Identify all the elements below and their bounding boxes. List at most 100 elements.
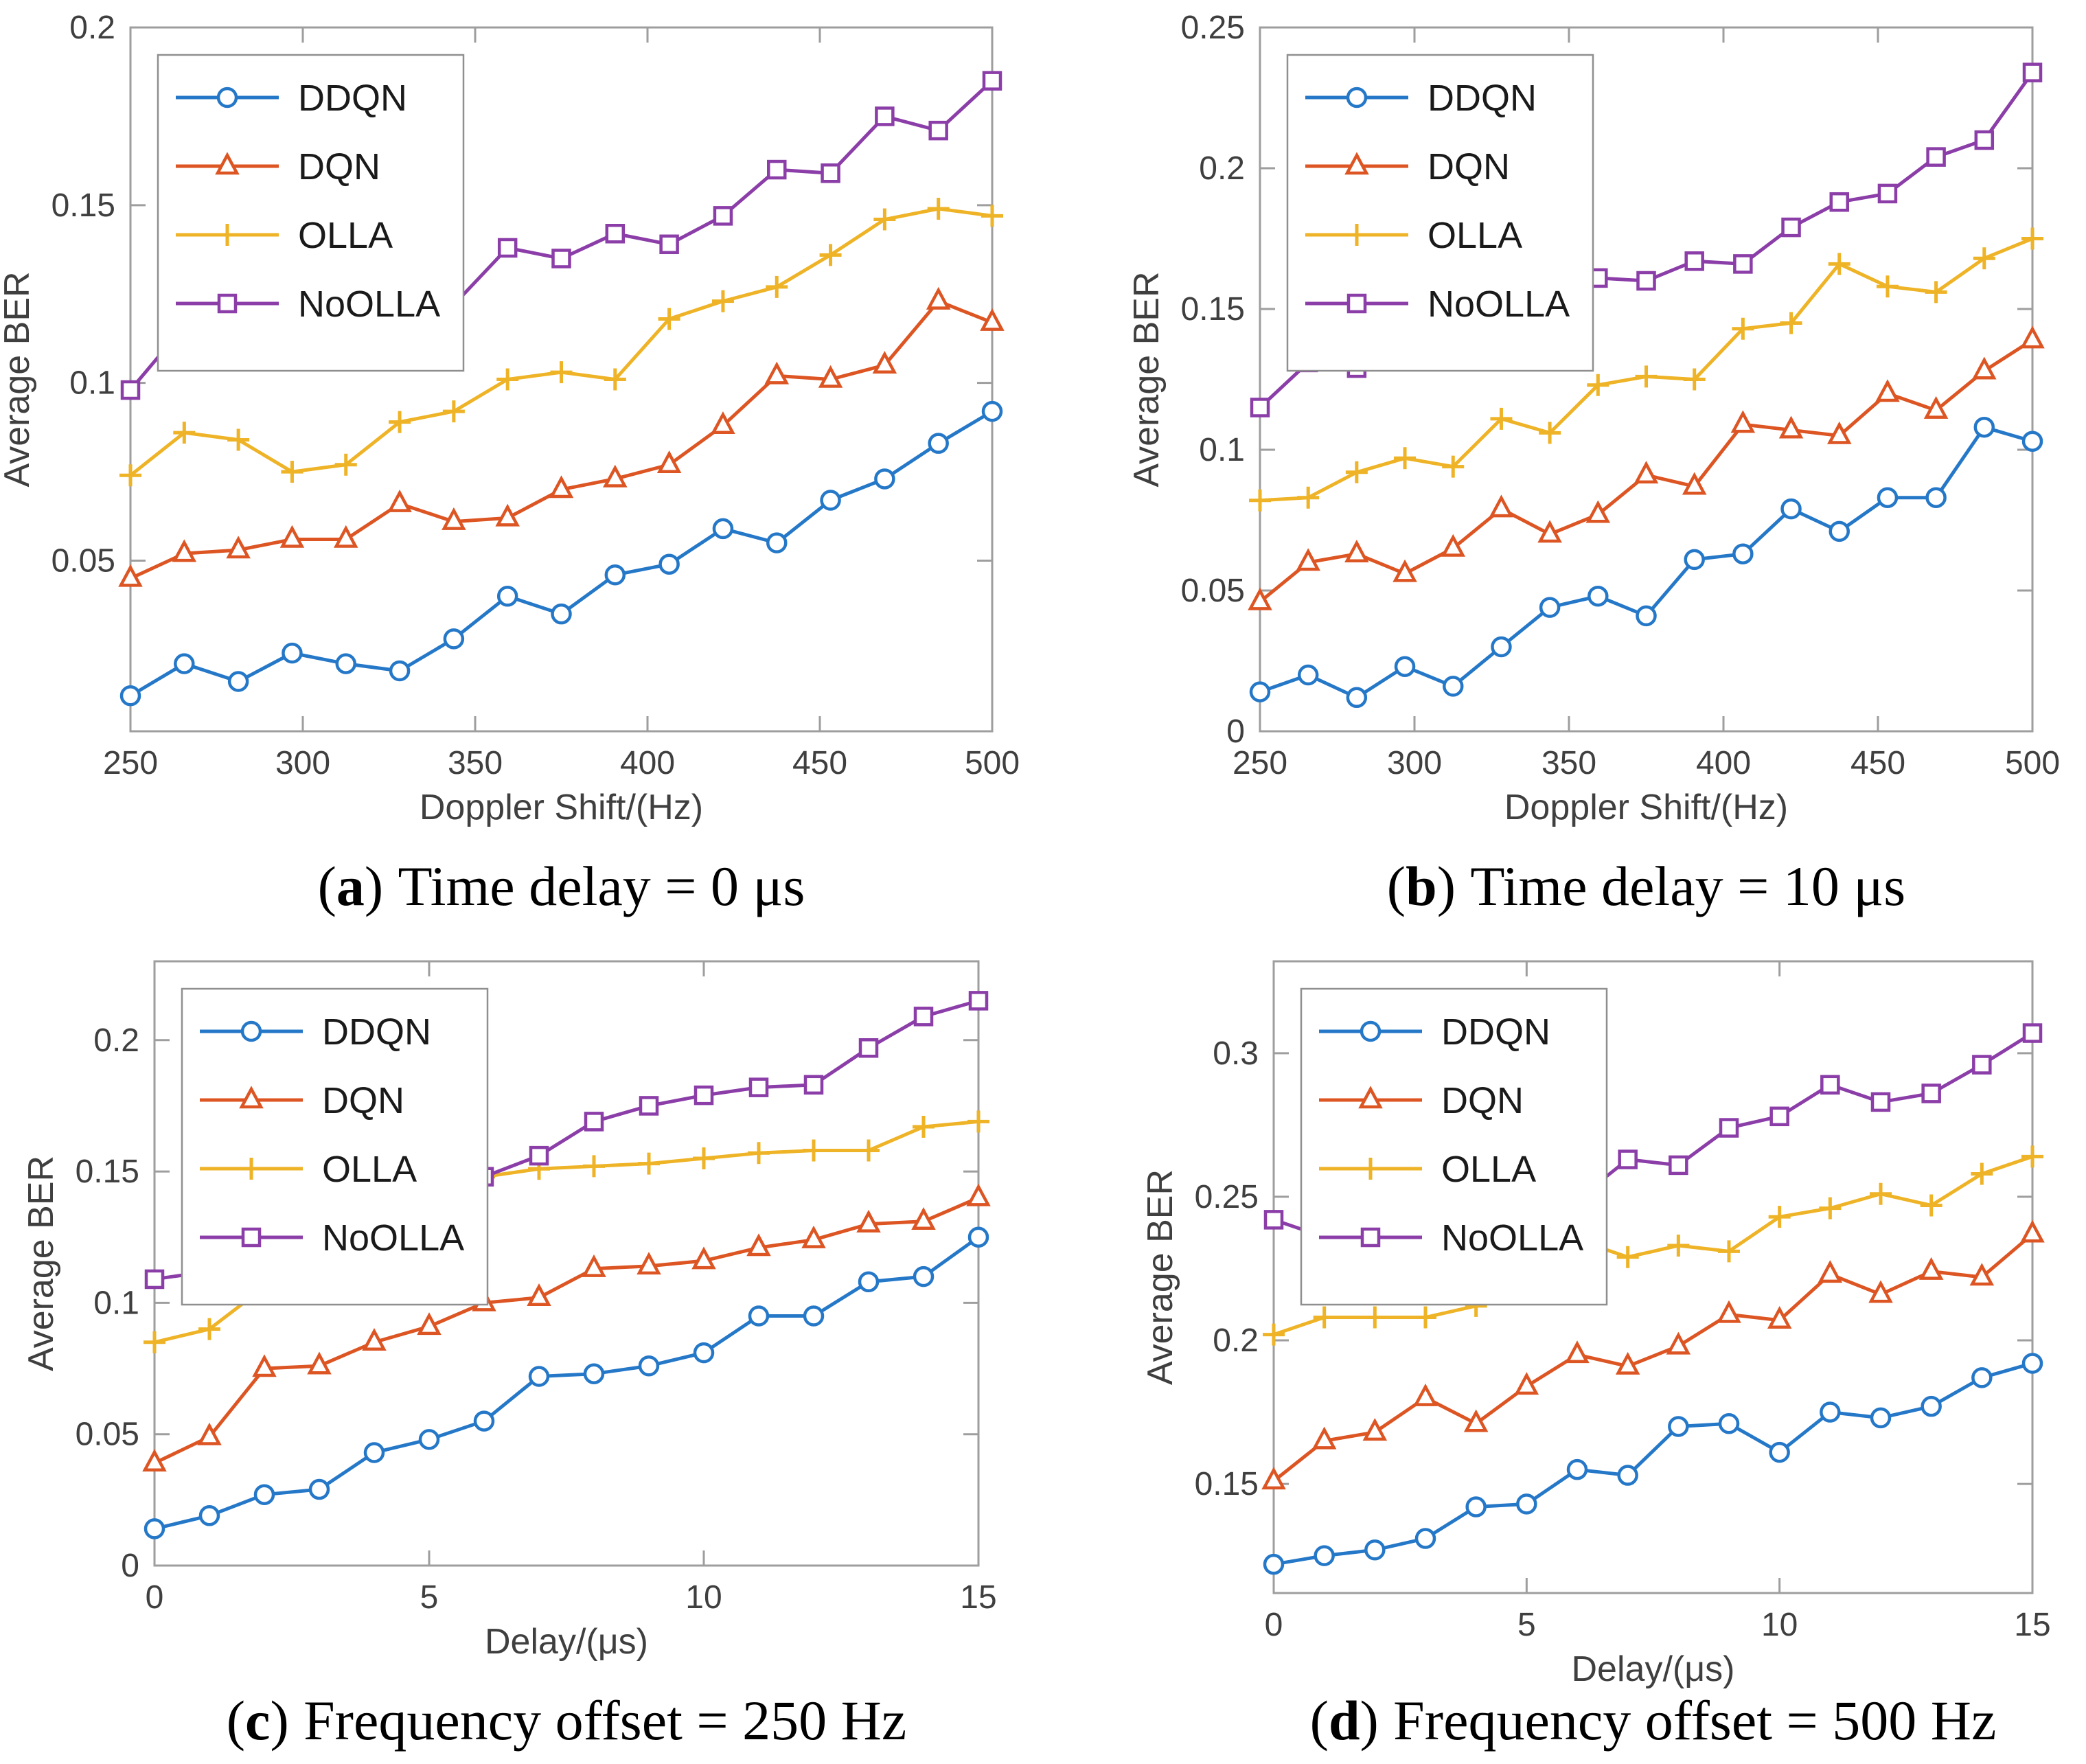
chart-c: 0 5 10 15 0 0.05 0.1 0.15 0.2 Delay/(μs) Average B… [21,960,997,1662]
series-ddqn [1263,1353,2043,1575]
x-tick-label: 400 [620,745,675,781]
x-tick-label: 15 [2014,1607,2050,1643]
series-dqn [1261,1219,2045,1490]
axes-b: 250 300 350 400 450 500 0 0.05 0.1 0.15 0.2 0.25 [1181,10,2060,781]
legend-label-noolla: NoOLLA [1441,1217,1583,1259]
caption-a-text: Time delay = 0 μs [398,855,805,917]
x-tick-label: 0 [146,1579,164,1616]
y-tick-label: 0.3 [1213,1035,1259,1072]
y-tick-label: 0.05 [76,1417,139,1453]
chart-d: 0 5 10 15 0.15 0.2 0.25 0.3 Delay/(μs) Average BE… [1141,960,2051,1689]
caption-c: (c) Frequency offset = 250 Hz [154,1686,978,1756]
caption-d-text: Frequency offset = 500 Hz [1393,1689,1997,1752]
caption-c-text: Frequency offset = 250 Hz [303,1689,907,1752]
x-tick-label: 5 [1517,1607,1536,1643]
x-axis-label: Doppler Shift/(Hz) [420,788,703,827]
x-tick-label: 350 [448,745,503,781]
caption-a: (a) Time delay = 0 μs [130,851,992,922]
y-axis-label: Average BER [21,1156,61,1371]
legend-c: DDQN DQN OLLA NoOLLA [181,987,489,1306]
y-tick-label: 0 [1226,713,1245,750]
caption-b-letter: b [1406,855,1437,917]
y-tick-label: 0.15 [1195,1466,1259,1502]
caption-b-close-paren: ) [1436,855,1456,917]
y-tick-label: 0.1 [93,1285,139,1321]
x-axis-label: Delay/(μs) [1572,1649,1735,1689]
caption-b: (b) Time delay = 10 μs [1260,851,2032,922]
y-tick-label: 0.1 [1199,432,1245,468]
x-tick-label: 500 [965,745,1020,781]
x-tick-label: 450 [792,745,847,781]
series-ddqn [144,1226,989,1539]
legend-d: DDQN DQN OLLA NoOLLA [1300,987,1608,1306]
caption-b-text: Time delay = 10 μs [1470,855,1906,917]
legend-label-dqn: DQN [1441,1080,1524,1121]
y-tick-label: 0.05 [1181,573,1245,609]
caption-d: (d) Frequency offset = 500 Hz [1274,1686,2032,1756]
legend-label-ddqn: DDQN [1441,1011,1550,1053]
y-axis-label: Average BER [1127,271,1167,487]
legend-label-olla: OLLA [322,1149,417,1190]
series-dqn [142,1183,991,1472]
y-tick-label: 0.15 [76,1154,139,1190]
x-tick-label: 300 [1387,745,1442,781]
x-tick-label: 10 [685,1579,722,1616]
caption-c-open-paren: ( [226,1689,246,1752]
legend-label-noolla: NoOLLA [1428,284,1570,325]
legend-label-ddqn: DDQN [1428,78,1537,119]
legend-label-olla: OLLA [1441,1149,1536,1190]
axes-d: 0 5 10 15 0.15 0.2 0.25 0.3 [1195,960,2051,1643]
x-tick-label: 450 [1850,745,1905,781]
y-tick-label: 0.15 [51,187,115,224]
legend-label-olla: OLLA [298,215,393,256]
legend-label-noolla: NoOLLA [322,1217,464,1259]
series-ddqn [119,400,1003,707]
series-olla [1249,227,2043,512]
y-tick-label: 0.2 [1199,150,1245,187]
y-tick-label: 0.25 [1181,10,1245,46]
legend-label-dqn: DQN [1428,146,1510,187]
x-axis-label: Delay/(μs) [485,1622,648,1662]
x-tick-label: 350 [1541,745,1596,781]
y-axis-label: Average BER [0,271,37,487]
x-tick-label: 0 [1265,1607,1283,1643]
series-ddqn [1249,416,2043,709]
chart-a: 250 300 350 400 450 500 0.05 0.1 0.15 0.2 Doppler … [0,10,1020,827]
x-axis-label: Doppler Shift/(Hz) [1504,788,1788,827]
legend-a: DDQN DQN OLLA NoOLLA [157,54,465,372]
y-tick-label: 0.15 [1181,291,1245,328]
y-axis-label: Average BER [1141,1169,1180,1385]
x-tick-label: 10 [1761,1607,1798,1643]
legend-label-ddqn: DDQN [298,78,407,119]
caption-b-open-paren: ( [1386,855,1406,917]
x-tick-label: 250 [103,745,158,781]
y-tick-label: 0.2 [1213,1322,1259,1359]
series-olla [119,198,1003,487]
caption-c-letter: c [245,1689,271,1752]
caption-a-letter: a [336,855,365,917]
y-tick-label: 0 [121,1548,139,1584]
y-tick-label: 0.1 [69,365,115,402]
y-tick-label: 0.25 [1195,1179,1259,1215]
series-dqn [1248,325,2045,610]
legend-label-dqn: DQN [298,146,380,187]
x-tick-label: 300 [275,745,330,781]
caption-d-open-paren: ( [1309,1689,1329,1752]
y-tick-label: 0.2 [93,1022,139,1059]
series-dqn [118,286,1005,587]
chart-b: 250 300 350 400 450 500 0 0.05 0.1 0.15 0.2 0.25 Dop… [1127,10,2060,827]
axes-a: 250 300 350 400 450 500 0.05 0.1 0.15 0.2 [51,10,1020,781]
legend-label-ddqn: DDQN [322,1011,431,1053]
caption-d-close-paren: ) [1360,1689,1379,1752]
caption-a-close-paren: ) [364,855,384,917]
x-tick-label: 500 [2005,745,2060,781]
x-tick-label: 15 [960,1579,996,1616]
axes-c: 0 5 10 15 0 0.05 0.1 0.15 0.2 [76,960,997,1616]
caption-a-open-paren: ( [317,855,336,917]
x-tick-label: 5 [420,1579,439,1616]
caption-d-letter: d [1328,1689,1360,1752]
legend-b: DDQN DQN OLLA NoOLLA [1286,54,1594,372]
x-tick-label: 250 [1233,745,1287,781]
y-tick-label: 0.05 [51,543,115,580]
